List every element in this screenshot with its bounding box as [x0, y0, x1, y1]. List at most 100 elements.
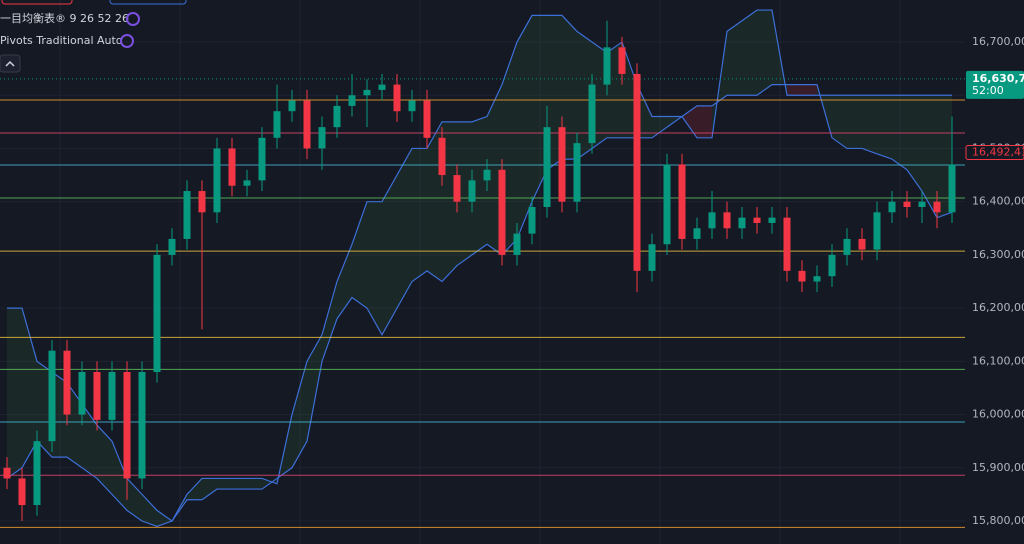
candle-body — [258, 137, 266, 181]
cloud-line — [6, 83, 953, 527]
candle-body — [18, 478, 26, 506]
cloud-fill — [622, 42, 637, 138]
cloud-fill — [922, 95, 937, 218]
legend-frame — [109, 0, 187, 5]
cloud-fill — [502, 42, 517, 255]
candles — [3, 20, 956, 522]
cloud-fill — [892, 95, 907, 170]
price-tag-label: 16,492,410 — [972, 145, 1024, 158]
cloud-fill — [757, 10, 772, 96]
cloud-fill — [697, 105, 712, 138]
candle-body — [333, 105, 341, 128]
candle-body — [933, 201, 941, 213]
cloud — [6, 9, 953, 527]
cloud-fill — [517, 15, 532, 239]
cloud-fill — [367, 201, 382, 335]
y-tick-label: 16,400,000 — [972, 195, 1024, 208]
grid — [0, 0, 965, 544]
collapse-button[interactable] — [0, 54, 21, 73]
candle-body — [153, 254, 161, 372]
cloud-fill — [427, 121, 442, 282]
candle-body — [228, 148, 236, 186]
cloud-fill — [787, 84, 802, 96]
candle-body — [918, 201, 926, 208]
cloud-fill — [7, 308, 22, 479]
cloud-fill — [877, 95, 892, 160]
candle-body — [168, 238, 176, 255]
candle-body — [498, 169, 506, 255]
candle-body — [423, 100, 431, 138]
cloud-fill — [37, 361, 52, 458]
legend-entry: Pivots Traditional Auto — [0, 34, 123, 47]
candle-body — [603, 47, 611, 85]
cloud-fill — [442, 121, 457, 282]
candle-body — [858, 238, 866, 250]
cloud-fill — [352, 201, 367, 309]
cloud-fill — [232, 478, 247, 490]
cloud-fill — [592, 42, 607, 149]
legend-icon[interactable] — [120, 34, 134, 48]
candle-body — [873, 212, 881, 250]
cloud-fill — [397, 148, 412, 309]
cloud-fill — [322, 281, 337, 362]
candle-body — [138, 371, 146, 479]
cloud-fill — [82, 403, 97, 479]
price-tag — [965, 145, 1024, 160]
candle-body — [948, 164, 956, 213]
cloud-fill — [307, 334, 322, 442]
y-tick-label: 16,100,000 — [972, 354, 1024, 367]
cloud-fill — [187, 478, 202, 500]
candle-body — [288, 100, 296, 112]
candle-body — [828, 254, 836, 277]
cloud-fill — [217, 478, 232, 490]
cloud-fill — [127, 478, 142, 522]
candle-body — [663, 164, 671, 245]
cloud-fill — [742, 10, 757, 96]
candle-body — [243, 180, 251, 186]
legend-entry: 一目均衡表® 9 26 52 26 — [0, 11, 129, 25]
cloud-fill — [847, 95, 862, 149]
cloud-fill — [292, 361, 307, 468]
candle-body — [513, 233, 521, 255]
candle-body — [738, 217, 746, 229]
pivot-levels — [0, 78, 965, 528]
cloud-fill — [532, 15, 547, 202]
candle-body — [3, 467, 11, 479]
candle-body — [393, 84, 401, 112]
cloud-fill — [832, 95, 847, 149]
candle-body — [408, 100, 416, 112]
candle-body — [63, 350, 71, 415]
cloud-fill — [97, 425, 112, 495]
candle-body — [543, 127, 551, 208]
y-tick-label: 15,900,000 — [972, 461, 1024, 474]
price-tag-label: 16,630,710 — [972, 72, 1024, 85]
candle-body — [768, 217, 776, 223]
candle-body — [363, 89, 371, 96]
cloud-fill — [862, 95, 877, 154]
cloud-fill — [67, 382, 82, 468]
candle-body — [678, 164, 686, 239]
y-tick-label: 16,000,000 — [972, 408, 1024, 421]
candle-body — [468, 180, 476, 202]
cloud-fill — [802, 84, 817, 96]
candle-body — [108, 371, 116, 420]
candle-body — [483, 169, 491, 181]
candle-body — [303, 100, 311, 149]
cloud-fill — [382, 175, 397, 335]
candle-body — [633, 73, 641, 271]
cloud-fill — [412, 148, 427, 282]
candle-body — [78, 371, 86, 415]
candle-body — [93, 371, 101, 420]
candle-body — [753, 217, 761, 223]
countdown: 52:00 — [972, 84, 1004, 97]
cloud-fill — [457, 121, 472, 266]
cloud-fill — [937, 95, 952, 218]
cloud-fill — [607, 42, 622, 138]
legend-frame — [1, 0, 73, 5]
candle-body — [348, 95, 356, 106]
cloud-fill — [247, 478, 262, 490]
y-tick-label: 16,200,000 — [972, 301, 1024, 314]
candle-body — [573, 143, 581, 202]
legend-icon[interactable] — [126, 12, 140, 26]
